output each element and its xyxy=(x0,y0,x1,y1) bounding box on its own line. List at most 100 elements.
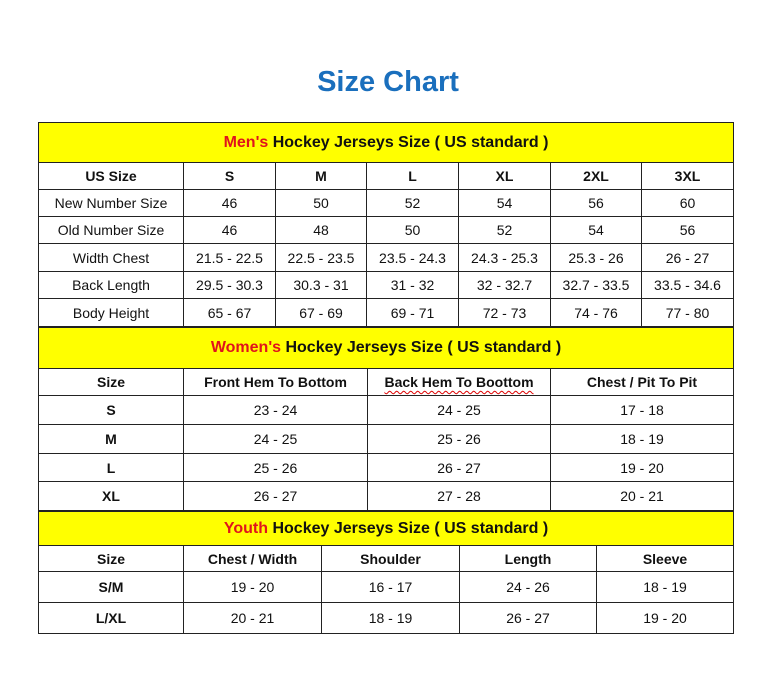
table-row: Body Height 65 - 67 67 - 69 69 - 71 72 - 73 7… xyxy=(38,298,734,327)
row-label: Width Chest xyxy=(38,243,184,272)
table-row: XL 26 - 27 27 - 28 20 - 21 xyxy=(38,481,734,511)
table-cell: 25 - 26 xyxy=(367,424,551,454)
row-label: Old Number Size xyxy=(38,216,184,244)
table-cell: 25.3 - 26 xyxy=(550,243,642,272)
table-row: S/M 19 - 20 16 - 17 24 - 26 18 - 19 xyxy=(38,571,735,603)
youth-banner-text: Hockey Jerseys Size ( US standard ) xyxy=(268,519,549,537)
table-cell: 24 - 25 xyxy=(367,395,551,425)
table-cell: 52 xyxy=(458,216,551,244)
table-cell: 19 - 20 xyxy=(595,602,735,634)
row-label: S xyxy=(38,395,184,425)
table-cell: 19 - 20 xyxy=(550,453,734,482)
column-header: 2XL xyxy=(550,162,642,190)
table-cell: 24 - 25 xyxy=(183,424,368,454)
table-cell: 31 - 32 xyxy=(366,271,459,299)
table-row: S 23 - 24 24 - 25 17 - 18 xyxy=(38,395,734,425)
table-cell: 46 xyxy=(183,189,276,217)
page-title: Size Chart xyxy=(317,66,459,98)
men-banner-title: Men's Hockey Jerseys Size ( US standard … xyxy=(38,122,734,163)
table-row: M 24 - 25 25 - 26 18 - 19 xyxy=(38,424,734,454)
table-cell: 33.5 - 34.6 xyxy=(641,271,734,299)
table-row: L 25 - 26 26 - 27 19 - 20 xyxy=(38,453,734,482)
table-cell: 56 xyxy=(641,216,734,244)
table-cell: 19 - 20 xyxy=(183,571,322,603)
table-row: Old Number Size 46 48 50 52 54 56 xyxy=(38,216,734,244)
youth-banner: Youth Hockey Jerseys Size ( US standard … xyxy=(37,511,735,546)
youth-banner-title: Youth Hockey Jerseys Size ( US standard … xyxy=(37,511,735,546)
table-cell: 26 - 27 xyxy=(459,602,597,634)
column-header: Size xyxy=(38,545,184,572)
row-label: New Number Size xyxy=(38,189,184,217)
men-banner: Men's Hockey Jerseys Size ( US standard … xyxy=(38,122,734,163)
table-cell: 21.5 - 22.5 xyxy=(183,243,276,272)
men-banner-text: Hockey Jerseys Size ( US standard ) xyxy=(268,133,549,151)
table-cell: 24 - 26 xyxy=(459,571,597,603)
table-cell: 32.7 - 33.5 xyxy=(550,271,642,299)
table-cell: 60 xyxy=(641,189,734,217)
women-banner-accent: Women's xyxy=(210,339,282,356)
table-row: L/XL 20 - 21 18 - 19 26 - 27 19 - 20 xyxy=(38,602,735,634)
table-cell: 48 xyxy=(275,216,367,244)
table-cell: 72 - 73 xyxy=(458,298,551,327)
column-header: Back Hem To Boottom xyxy=(367,368,551,396)
youth-header-row: Size Chest / Width Shoulder Length Sleeve xyxy=(38,545,735,572)
table-cell: 56 xyxy=(550,189,642,217)
table-cell: 67 - 69 xyxy=(275,298,367,327)
table-cell: 74 - 76 xyxy=(550,298,642,327)
table-row: Back Length 29.5 - 30.3 30.3 - 31 31 - 32 32… xyxy=(38,271,734,299)
table-cell: 32 - 32.7 xyxy=(458,271,551,299)
table-cell: 27 - 28 xyxy=(367,481,551,511)
table-cell: 18 - 19 xyxy=(595,571,735,603)
youth-size-table: Youth Hockey Jerseys Size ( US standard … xyxy=(37,511,735,634)
table-row: New Number Size 46 50 52 54 56 60 xyxy=(38,189,734,217)
column-header: Chest / Pit To Pit xyxy=(550,368,734,396)
youth-banner-accent: Youth xyxy=(223,519,269,537)
row-label: L xyxy=(38,453,184,482)
women-banner: Women's Hockey Jerseys Size ( US standar… xyxy=(38,327,734,369)
row-label: XL xyxy=(38,481,184,511)
men-banner-accent: Men's xyxy=(223,133,269,151)
column-header: S xyxy=(183,162,276,190)
table-cell: 26 - 27 xyxy=(367,453,551,482)
column-header: Size xyxy=(38,368,184,396)
men-size-table: Men's Hockey Jerseys Size ( US standard … xyxy=(38,122,734,327)
table-cell: 22.5 - 23.5 xyxy=(275,243,367,272)
row-label: Body Height xyxy=(38,298,184,327)
table-cell: 23 - 24 xyxy=(183,395,368,425)
row-label: S/M xyxy=(38,571,184,603)
table-cell: 30.3 - 31 xyxy=(275,271,367,299)
row-label: Back Length xyxy=(38,271,184,299)
table-row: Width Chest 21.5 - 22.5 22.5 - 23.5 23.5 - … xyxy=(38,243,734,272)
column-header: 3XL xyxy=(641,162,734,190)
column-header: Length xyxy=(459,545,597,572)
column-header: Chest / Width xyxy=(183,545,322,572)
table-cell: 20 - 21 xyxy=(550,481,734,511)
table-cell: 50 xyxy=(366,216,459,244)
table-cell: 54 xyxy=(550,216,642,244)
table-cell: 54 xyxy=(458,189,551,217)
women-banner-title: Women's Hockey Jerseys Size ( US standar… xyxy=(38,327,734,369)
table-cell: 17 - 18 xyxy=(550,395,734,425)
row-label: M xyxy=(38,424,184,454)
table-cell: 23.5 - 24.3 xyxy=(366,243,459,272)
table-cell: 65 - 67 xyxy=(183,298,276,327)
column-header: XL xyxy=(458,162,551,190)
table-cell: 46 xyxy=(183,216,276,244)
table-cell: 50 xyxy=(275,189,367,217)
table-cell: 16 - 17 xyxy=(321,571,460,603)
column-header: L xyxy=(366,162,459,190)
column-header: M xyxy=(275,162,367,190)
table-cell: 77 - 80 xyxy=(641,298,734,327)
column-header: Front Hem To Bottom xyxy=(183,368,368,396)
table-cell: 25 - 26 xyxy=(183,453,368,482)
women-header-row: Size Front Hem To Bottom Back Hem To Boott… xyxy=(38,368,734,396)
table-cell: 26 - 27 xyxy=(641,243,734,272)
table-cell: 69 - 71 xyxy=(366,298,459,327)
size-chart: Men's Hockey Jerseys Size ( US standard … xyxy=(37,122,735,634)
table-cell: 29.5 - 30.3 xyxy=(183,271,276,299)
table-cell: 18 - 19 xyxy=(550,424,734,454)
table-cell: 24.3 - 25.3 xyxy=(458,243,551,272)
table-cell: 20 - 21 xyxy=(183,602,322,634)
table-cell: 18 - 19 xyxy=(321,602,460,634)
row-label: L/XL xyxy=(38,602,184,634)
